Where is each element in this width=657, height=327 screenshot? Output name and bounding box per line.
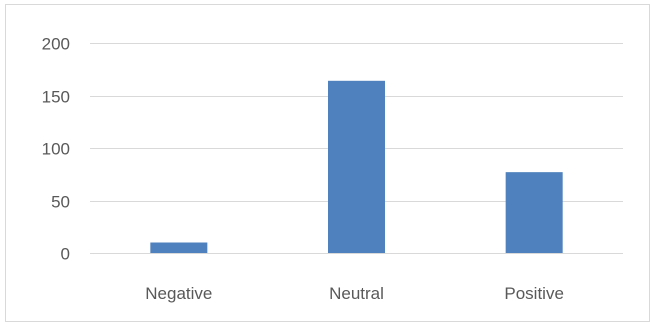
y-tick-label: 0: [61, 245, 70, 264]
x-category-label: Positive: [504, 284, 564, 303]
bar-negative: [150, 242, 208, 253]
y-tick-label: 150: [42, 88, 70, 107]
bar-neutral: [328, 80, 385, 253]
chart-frame: [5, 4, 650, 322]
bar-positive: [505, 172, 563, 253]
y-axis-tick-labels: 0 50 100 150 200: [42, 35, 70, 264]
x-axis-category-labels: Negative Neutral Positive: [145, 284, 564, 303]
x-category-label: Neutral: [329, 284, 384, 303]
y-tick-label: 200: [42, 35, 70, 54]
x-category-label: Negative: [145, 284, 212, 303]
bars: [150, 80, 563, 253]
y-tick-label: 50: [51, 193, 70, 212]
y-tick-label: 100: [42, 140, 70, 159]
